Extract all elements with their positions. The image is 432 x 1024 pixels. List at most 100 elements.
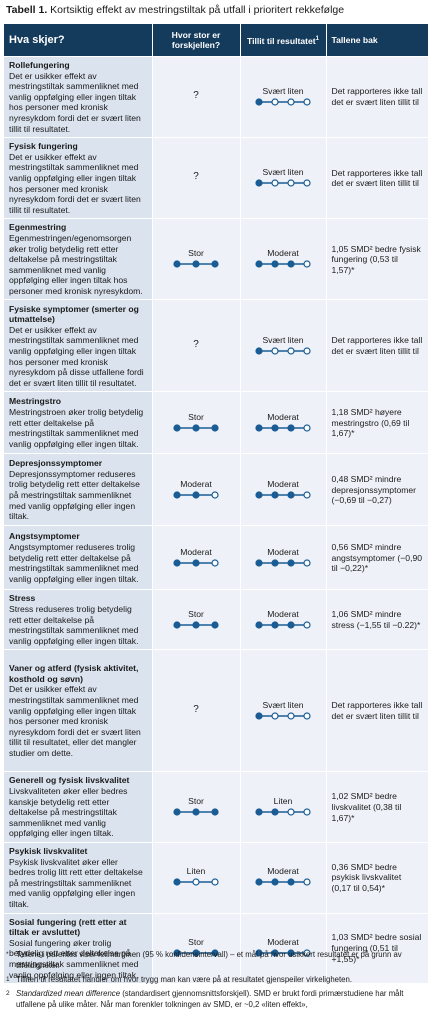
size-indicator-dot	[173, 559, 181, 567]
trust-indicator-dot	[303, 621, 311, 629]
trust-label: Moderat	[267, 411, 299, 422]
trust-indicator-dot	[287, 559, 295, 567]
table-caption: Tabell 1. Kortsiktig effekt av mestrings…	[6, 3, 344, 17]
outcome-description: Stress reduseres trolig betydelig rett e…	[9, 604, 139, 646]
trust-indicator-dot	[303, 559, 311, 567]
trust-indicator-dot	[303, 424, 311, 432]
size-indicator-dot	[173, 949, 181, 957]
table-row: Vaner og atferd (fysisk aktivitet, kosth…	[4, 649, 428, 772]
outcome-cell: Sosial fungering (rett etter at tiltak e…	[4, 912, 153, 984]
trust-indicator	[255, 424, 311, 432]
outcome-cell: Psykisk livskvalitet Psykisk livskvalitet…	[4, 842, 153, 914]
outcome-description: Det er usikker effekt av mestringstiltak…	[9, 684, 141, 759]
header-what: Hva skjer?	[4, 24, 153, 57]
trust-indicator-dot	[255, 424, 263, 432]
size-indicator-dot	[192, 559, 200, 567]
table-title: Kortsiktig effekt av mestringstiltak på …	[50, 4, 345, 16]
trust-cell: Svært liten	[240, 137, 327, 219]
outcome-title: Rollefungering	[9, 60, 70, 70]
size-indicator-wrap	[173, 424, 219, 432]
trust-label: Svært liten	[262, 699, 304, 710]
trust-indicator-dot	[255, 878, 263, 887]
table-row: Sosial fungering (rett etter at tiltak e…	[4, 912, 428, 984]
outcome-title: Vaner og atferd (fysisk aktivitet, kosth…	[9, 663, 139, 684]
trust-indicator-dot	[287, 491, 295, 499]
trust-indicator-wrap	[255, 878, 311, 887]
table-row: Psykisk livskvalitet Psykisk livskvalitet…	[4, 842, 428, 914]
outcome-title: Fysisk fungering	[9, 141, 78, 152]
table-number: Tabell 1.	[6, 4, 48, 16]
size-cell: Stor	[152, 589, 241, 650]
outcome-cell: Vaner og atferd (fysisk aktivitet, kosth…	[4, 649, 153, 772]
trust-indicator	[255, 808, 311, 816]
outcome-description: Livskvaliteten øker eller bedres kanskje…	[9, 786, 128, 839]
trust-indicator	[255, 712, 311, 720]
trust-indicator-dot	[271, 260, 279, 268]
size-indicator-dot	[173, 260, 181, 268]
trust-cell: Moderat	[240, 589, 327, 650]
trust-indicator-wrap	[255, 949, 311, 957]
size-indicator-dot	[192, 949, 200, 957]
trust-indicator-dot	[287, 808, 295, 816]
trust-label: Moderat	[267, 937, 299, 948]
size-indicator	[173, 808, 219, 816]
trust-indicator	[255, 260, 311, 268]
size-indicator	[173, 491, 219, 499]
size-label: ?	[193, 703, 199, 715]
size-label: ?	[193, 171, 199, 183]
outcome-description: Det er usikker effekt av mestringstiltak…	[9, 70, 141, 134]
outcome-title: Egenmestring	[9, 222, 67, 233]
trust-indicator-dot	[255, 949, 263, 957]
size-indicator-dot	[173, 808, 181, 816]
trust-indicator-wrap	[255, 98, 311, 106]
trust-label: Moderat	[267, 248, 299, 259]
outcome-title: Depresjonssymptomer	[9, 458, 103, 469]
table-header-row: Hva skjer? Hvor stor er forskjellen? Til…	[4, 24, 428, 57]
trust-indicator-dot	[271, 179, 279, 187]
table-row: Angstsymptomer Angstsymptomer reduseres t…	[4, 525, 428, 590]
trust-indicator-dot	[303, 878, 311, 887]
table-row: Fysisk fungering Det er usikker effekt av…	[4, 137, 428, 219]
header-trust-footnote-mark: 1	[315, 36, 319, 43]
size-indicator-dot	[192, 260, 200, 268]
outcome-cell: Fysisk fungering Det er usikker effekt av…	[4, 137, 153, 219]
trust-indicator-dot	[287, 878, 295, 887]
trust-indicator	[255, 949, 311, 957]
size-label: Stor	[188, 608, 204, 619]
trust-indicator-dot	[271, 712, 279, 720]
outcome-cell: Depresjonssymptomer Depresjonssymptomer r…	[4, 453, 153, 526]
footnote: * Tallene i parentes viser feilmarginen (…	[6, 950, 428, 971]
trust-indicator-wrap	[255, 424, 311, 432]
trust-indicator-wrap	[255, 621, 311, 629]
size-indicator	[173, 424, 219, 432]
outcome-cell: Rollefungering Det er usikker effekt av m…	[4, 55, 153, 138]
outcome-title: Psykisk livskvalitet	[9, 846, 88, 856]
numbers-cell: Det rapporteres ikke tall det er svært l…	[326, 299, 428, 392]
trust-indicator	[255, 621, 311, 629]
size-indicator-dot	[211, 621, 219, 629]
size-indicator-wrap	[173, 491, 219, 499]
size-indicator-dot	[173, 621, 181, 629]
trust-indicator-dot	[255, 260, 263, 268]
trust-indicator-dot	[255, 179, 263, 187]
size-label: Stor	[188, 795, 204, 806]
outcome-title: Angstsymptomer	[9, 531, 80, 542]
outcome-title: Stress	[9, 593, 36, 604]
trust-cell: Moderat	[240, 525, 327, 590]
trust-label: Svært liten	[262, 166, 304, 177]
trust-indicator-dot	[255, 621, 263, 629]
numbers-cell: 1,03 SMD² bedre sosial fungering (0,51 t…	[326, 912, 428, 984]
trust-indicator-wrap	[255, 559, 311, 567]
trust-indicator-wrap	[255, 491, 311, 499]
trust-indicator-wrap	[255, 808, 311, 816]
trust-indicator-dot	[287, 712, 295, 720]
size-indicator-dot	[173, 424, 181, 432]
trust-indicator-dot	[255, 98, 263, 106]
size-indicator-wrap	[173, 559, 219, 567]
footnote-mark: 1	[6, 976, 10, 983]
trust-indicator	[255, 559, 311, 567]
outcome-description: Sosial fungering øker trolig betydelig r…	[9, 937, 139, 980]
trust-indicator-dot	[271, 949, 279, 957]
numbers-cell: 0,36 SMD² bedre psykisk livskvalitet (0,…	[326, 842, 428, 914]
trust-indicator-dot	[271, 347, 279, 355]
